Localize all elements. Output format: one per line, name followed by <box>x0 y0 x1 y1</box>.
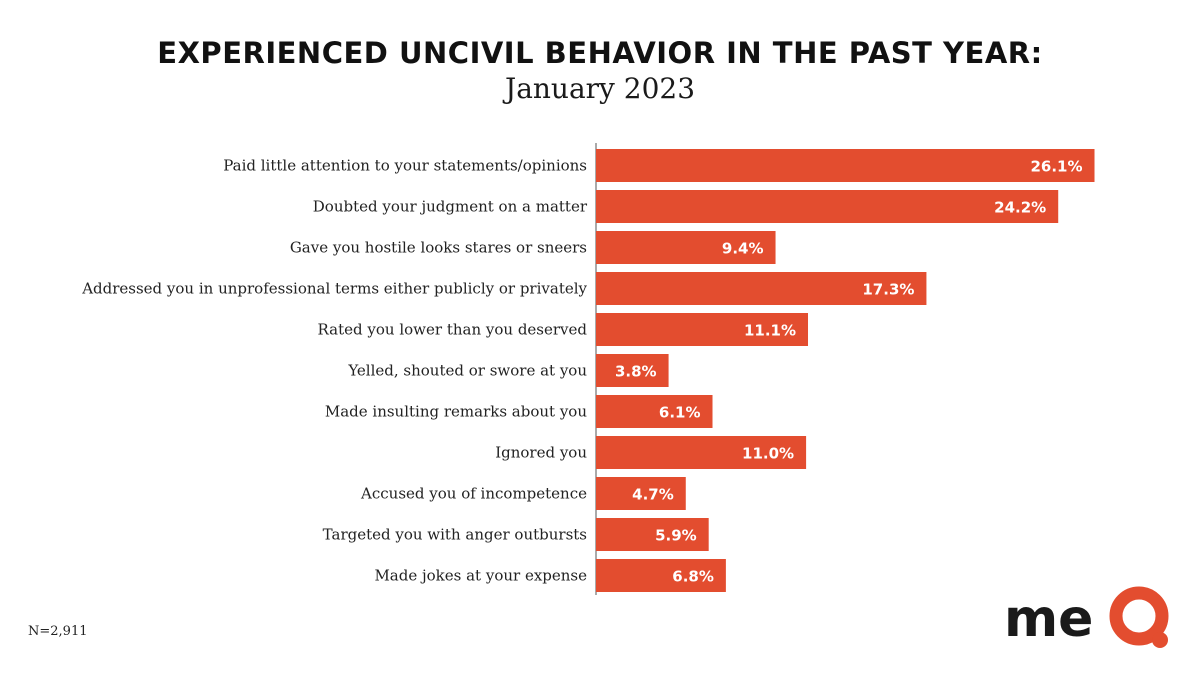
category-label-5: Rated you lower than you deserved <box>318 321 588 339</box>
value-label-3: 9.4% <box>722 240 764 258</box>
chart-subtitle: January 2023 <box>504 72 696 105</box>
value-label-9: 4.7% <box>632 486 674 504</box>
bar-5 <box>596 313 809 346</box>
bar-9 <box>596 477 686 510</box>
value-label-7: 6.1% <box>659 404 701 422</box>
bar-2 <box>596 190 1059 223</box>
value-label-6: 3.8% <box>615 363 657 381</box>
meq-logo: me <box>1004 586 1169 649</box>
bar-11 <box>596 559 726 592</box>
value-label-10: 5.9% <box>655 527 697 545</box>
bar-4 <box>596 272 927 305</box>
category-label-10: Targeted you with anger outbursts <box>323 526 587 544</box>
category-label-2: Doubted your judgment on a matter <box>313 198 588 216</box>
category-label-3: Gave you hostile looks stares or sneers <box>290 239 587 257</box>
chart-title: EXPERIENCED UNCIVIL BEHAVIOR IN THE PAST… <box>157 36 1043 70</box>
value-label-4: 17.3% <box>862 281 914 299</box>
value-label-1: 26.1% <box>1030 158 1082 176</box>
category-label-11: Made jokes at your expense <box>374 567 587 585</box>
bar-6 <box>596 354 669 387</box>
sample-size-note: N=2,911 <box>28 624 88 639</box>
bar-7 <box>596 395 713 428</box>
meq-logo-mark: me <box>1004 586 1169 649</box>
bars-group: Paid little attention to your statements… <box>81 149 1095 592</box>
category-label-4: Addressed you in unprofessional terms ei… <box>81 280 587 298</box>
category-label-6: Yelled, shouted or swore at you <box>347 362 587 380</box>
category-label-8: Ignored you <box>495 444 587 462</box>
bar-10 <box>596 518 709 551</box>
category-label-9: Accused you of incompetence <box>360 485 587 503</box>
bar-8 <box>596 436 807 469</box>
bar-1 <box>596 149 1095 182</box>
category-label-7: Made insulting remarks about you <box>325 403 587 421</box>
bar-3 <box>596 231 776 264</box>
svg-text:me: me <box>1004 589 1093 649</box>
value-label-8: 11.0% <box>742 445 794 463</box>
category-label-1: Paid little attention to your statements… <box>223 157 587 175</box>
value-label-11: 6.8% <box>672 568 714 586</box>
value-label-5: 11.1% <box>744 322 796 340</box>
value-label-2: 24.2% <box>994 199 1046 217</box>
